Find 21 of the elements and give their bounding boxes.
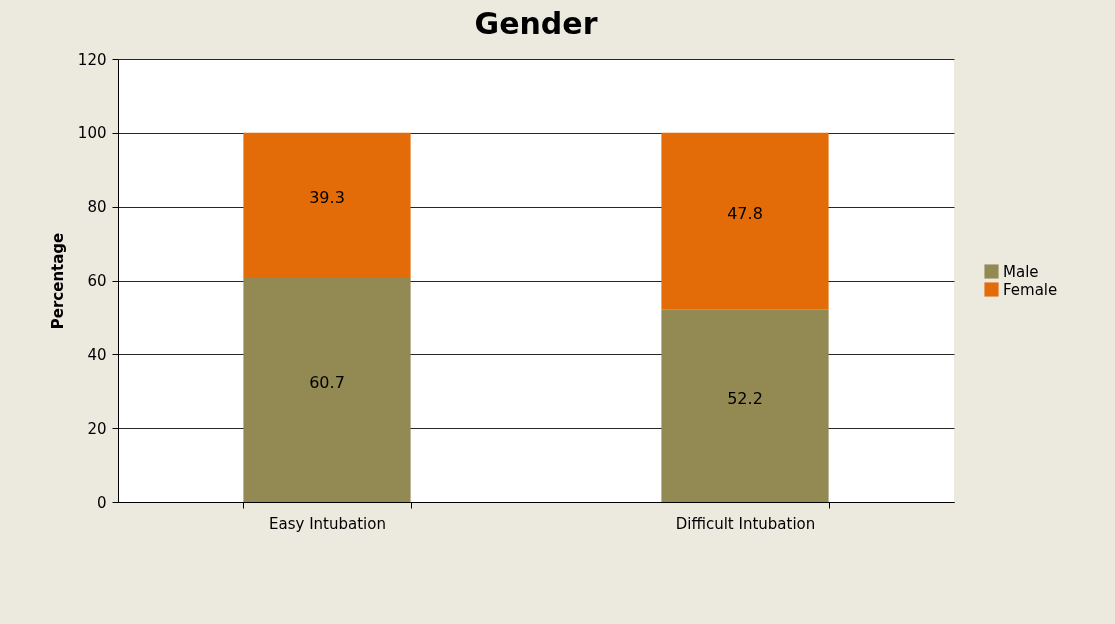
data-label: 47.8 — [727, 204, 763, 224]
y-tick-label: 60 — [87, 272, 107, 290]
x-tick-label: Easy Intubation — [269, 514, 386, 533]
y-tick-label: 20 — [87, 419, 107, 438]
bar — [661, 132, 829, 310]
y-tick-label: 100 — [77, 124, 107, 143]
y-axis-title: Percentage — [48, 232, 67, 330]
data-label: 52.2 — [727, 388, 763, 408]
chart-title: Gender — [474, 6, 598, 41]
data-label: 60.7 — [309, 372, 345, 392]
bar — [661, 309, 829, 502]
y-tick-label: 120 — [77, 50, 107, 69]
data-label: 39.3 — [309, 188, 345, 208]
x-tick-label: Difficult Intubation — [675, 514, 816, 533]
bar — [243, 277, 411, 502]
y-tick-label: 0 — [96, 493, 107, 512]
y-tick-label: 40 — [87, 345, 107, 364]
legend-label: Male — [1003, 262, 1039, 281]
legend-label: Female — [1003, 280, 1058, 299]
y-tick-label: 80 — [87, 198, 107, 217]
bar — [243, 132, 411, 278]
